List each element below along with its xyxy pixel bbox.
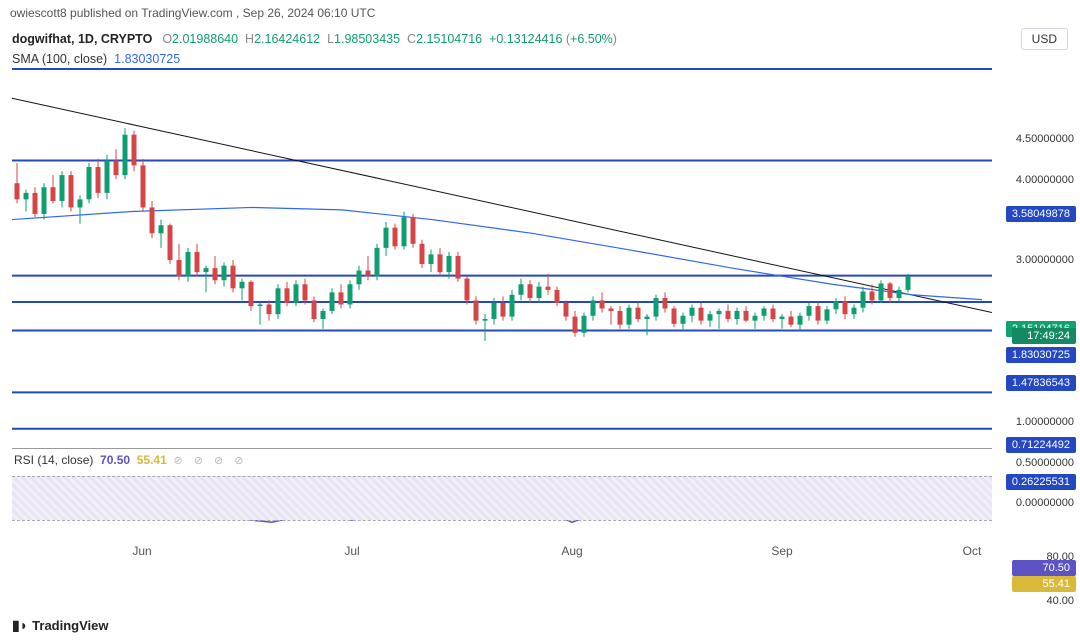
y-tick: 3.00000000: [1016, 254, 1074, 266]
brand-footer: ▮◗ TradingView: [12, 617, 109, 634]
y-price-label: 0.71224492: [1006, 437, 1076, 453]
ohlc: O2.01988640 H2.16424612 L1.98503435 C2.1…: [162, 32, 617, 46]
y-tick: 0.50000000: [1016, 457, 1074, 469]
x-tick: Jul: [344, 544, 359, 558]
time-axis: Jun Jul Aug Sep Oct: [12, 538, 992, 568]
rsi-chart[interactable]: [12, 471, 992, 531]
x-tick: Jun: [132, 544, 151, 558]
indicator-controls[interactable]: ⊘ ⊘ ⊘ ⊘: [173, 455, 247, 467]
symbol[interactable]: dogwifhat: [12, 32, 71, 46]
quote-currency[interactable]: USD: [1021, 28, 1068, 50]
y-tick: 4.50000000: [1016, 133, 1074, 145]
publisher: owiescott8: [10, 6, 67, 20]
y-price-label: 1.83030725: [1006, 347, 1076, 363]
rsi-value-label: 70.50: [1012, 560, 1076, 576]
x-tick: Aug: [561, 544, 582, 558]
exchange: CRYPTO: [101, 32, 152, 46]
price-svg: [12, 70, 992, 450]
price-chart[interactable]: [12, 68, 992, 448]
y-tick: 1.00000000: [1016, 416, 1074, 428]
rsi-value-label: 55.41: [1012, 576, 1076, 592]
rsi-tick: 40.00: [1046, 595, 1074, 607]
tv-logo-icon: ▮◗: [12, 617, 28, 634]
sma-legend: SMA (100, close) 1.83030725: [0, 50, 1080, 68]
y-tick: 0.00000000: [1016, 497, 1074, 509]
x-tick: Sep: [771, 544, 792, 558]
x-tick: Oct: [963, 544, 982, 558]
interval[interactable]: 1D: [78, 32, 94, 46]
y-price-label: 0.26225531: [1006, 474, 1076, 490]
publish-header: owiescott8 published on TradingView.com …: [0, 0, 1080, 26]
y-tick: 4.00000000: [1016, 174, 1074, 186]
chart-legend: dogwifhat, 1D, CRYPTO O2.01988640 H2.164…: [12, 32, 617, 46]
y-price-label: 17:49:24: [1012, 328, 1076, 344]
y-price-label: 1.47836543: [1006, 375, 1076, 391]
timestamp: Sep 26, 2024 06:10 UTC: [243, 6, 376, 20]
y-price-label: 3.58049878: [1006, 206, 1076, 222]
rsi-legend: RSI (14, close) 70.50 55.41 ⊘ ⊘ ⊘ ⊘: [12, 449, 992, 471]
site: TradingView.com: [141, 6, 232, 20]
